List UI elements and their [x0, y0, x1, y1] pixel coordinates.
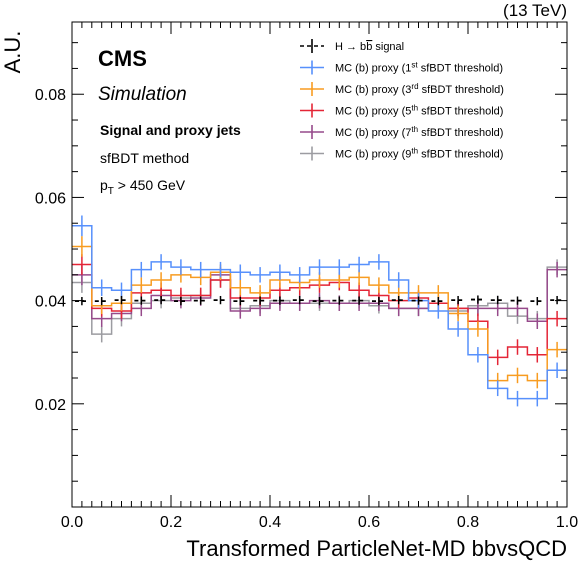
- series-step-line: [72, 263, 567, 359]
- annotation-pt-cut: pT > 450 GeV: [100, 177, 186, 197]
- legend: H → bb signal MC (b) proxy (1st sfBDT thr…: [300, 39, 504, 161]
- y-axis-label: A.U.: [0, 31, 25, 74]
- legend-item: MC (b) proxy (9th sfBDT threshold): [300, 146, 503, 161]
- x-tick-label: 0.4: [259, 514, 281, 531]
- legend-item: MC (b) proxy (1st sfBDT threshold): [300, 60, 503, 75]
- legend-item: H → bb signal: [300, 39, 404, 53]
- legend-label: MC (b) proxy (9th sfBDT threshold): [335, 147, 503, 161]
- legend-label: H → bb signal: [335, 41, 404, 53]
- x-tick-label: 0.0: [61, 514, 83, 531]
- annotation-title: Signal and proxy jets: [100, 122, 241, 138]
- legend-label: MC (b) proxy (1st sfBDT threshold): [335, 61, 503, 75]
- series-1: [72, 215, 567, 407]
- legend-item: MC (b) proxy (3rd sfBDT threshold): [300, 82, 504, 96]
- energy-label: (13 TeV): [503, 1, 567, 20]
- simulation-label: Simulation: [98, 84, 187, 105]
- legend-item: MC (b) proxy (7th sfBDT threshold): [300, 125, 503, 139]
- series-2: [72, 236, 567, 389]
- x-tick-label: 1.0: [556, 514, 578, 531]
- legend-item: MC (b) proxy (5th sfBDT threshold): [300, 103, 503, 118]
- legend-label: MC (b) proxy (3rd sfBDT threshold): [335, 82, 504, 96]
- series-step-line: [72, 245, 567, 382]
- y-tick-label: 0.04: [35, 294, 66, 311]
- cms-label: CMS: [98, 46, 147, 71]
- series-0: [75, 295, 564, 306]
- y-tick-label: 0.06: [35, 190, 66, 207]
- annotation-method: sfBDT method: [100, 150, 189, 166]
- series-step-line: [72, 225, 567, 400]
- y-tick-label: 0.02: [35, 397, 66, 414]
- x-tick-label: 0.2: [160, 514, 182, 531]
- series-layer: [72, 215, 567, 407]
- ticks-layer: 0.0 0.2 0.4 0.6 0.8 1.0 0.02 0.04 0.06 0.08: [35, 22, 578, 531]
- legend-label: MC (b) proxy (7th sfBDT threshold): [335, 125, 503, 139]
- x-axis-label: Transformed ParticleNet-MD bbvsQCD: [186, 536, 567, 561]
- legend-label: MC (b) proxy (5th sfBDT threshold): [335, 104, 503, 118]
- y-tick-label: 0.08: [35, 87, 66, 104]
- x-tick-label: 0.6: [358, 514, 380, 531]
- x-tick-label: 0.8: [457, 514, 479, 531]
